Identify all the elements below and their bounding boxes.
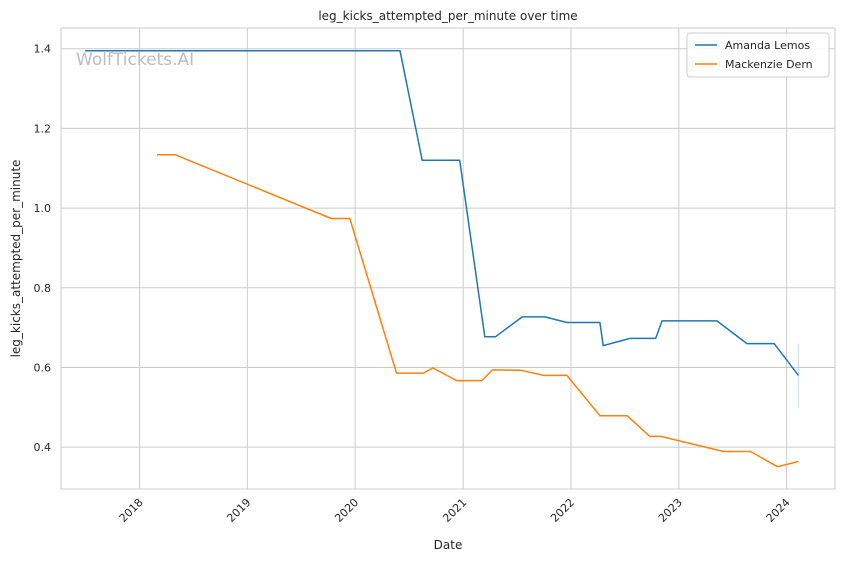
series-layer <box>85 49 799 468</box>
legend-label-0: Amanda Lemos <box>725 39 810 52</box>
x-tick-label: 2021 <box>440 496 469 525</box>
y-tick-label: 0.6 <box>34 361 52 374</box>
legend-box <box>686 32 830 78</box>
x-axis-ticks: 2018 2019 2020 2021 2022 2023 2024 <box>117 496 793 525</box>
series-line-0 <box>85 49 799 376</box>
y-axis-ticks: 0.4 0.6 0.8 1.0 1.2 1.4 <box>34 43 52 454</box>
y-tick-label: 0.8 <box>34 282 52 295</box>
legend: Amanda Lemos Mackenzie Dern <box>686 32 830 78</box>
x-tick-label: 2020 <box>332 496 361 525</box>
x-axis-label: Date <box>434 538 463 552</box>
x-tick-label: 2024 <box>764 496 793 525</box>
x-tick-label: 2023 <box>656 496 685 525</box>
series-line-1 <box>157 153 799 468</box>
chart-title: leg_kicks_attempted_per_minute over time <box>318 9 577 23</box>
legend-label-1: Mackenzie Dern <box>725 58 813 71</box>
x-tick-label: 2019 <box>224 496 253 525</box>
x-tick-label: 2022 <box>548 496 577 525</box>
watermark-text: WolfTickets.AI <box>76 50 194 70</box>
y-tick-label: 1.2 <box>34 122 52 135</box>
y-tick-label: 1.0 <box>34 202 52 215</box>
x-tick-label: 2018 <box>117 496 146 525</box>
y-tick-label: 1.4 <box>34 43 52 56</box>
y-axis-label: leg_kicks_attempted_per_minute <box>9 160 23 358</box>
plot-area <box>61 28 835 489</box>
y-tick-label: 0.4 <box>34 441 52 454</box>
plot-frame <box>60 27 836 490</box>
